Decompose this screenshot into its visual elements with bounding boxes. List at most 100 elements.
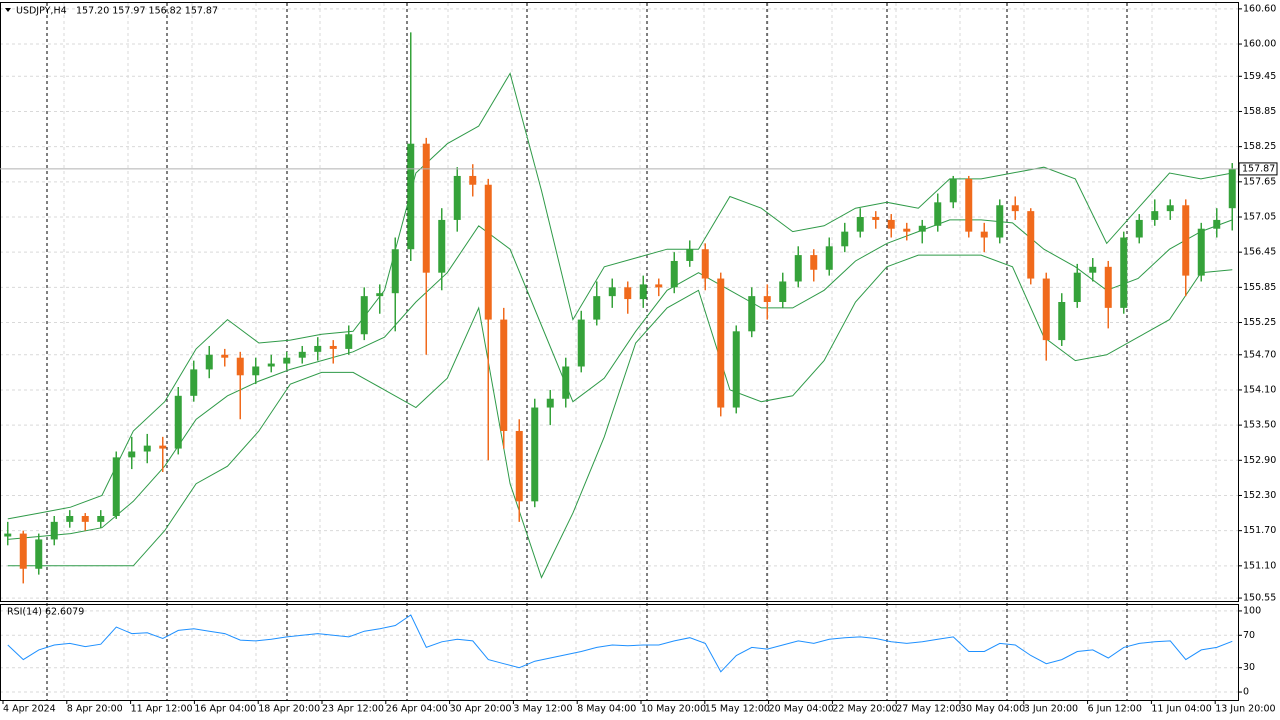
candle-body — [934, 202, 942, 226]
candle-body — [887, 219, 895, 229]
candle-body — [221, 354, 229, 358]
candle-body — [407, 143, 415, 250]
candle-body — [484, 184, 492, 320]
candle-body — [577, 319, 585, 367]
candle-body — [35, 539, 43, 569]
candle-body — [856, 216, 864, 232]
candle-body — [717, 278, 725, 408]
menu-arrow[interactable] — [5, 8, 11, 12]
candle-body — [128, 451, 136, 458]
candle-body — [1027, 211, 1035, 279]
candle-body — [500, 319, 508, 431]
candle-body — [1073, 272, 1081, 302]
rsi-title: RSI(14) 62.6079 — [7, 607, 84, 618]
x-tick-label: 26 Apr 04:00 — [386, 704, 448, 715]
candle-body — [794, 255, 802, 282]
candle-body — [283, 357, 291, 364]
y-tick-label: 151.10 — [1243, 560, 1276, 571]
x-tick-label: 15 May 12:00 — [705, 704, 770, 715]
x-tick-label: 4 Apr 2024 — [3, 704, 56, 715]
candle-body — [562, 366, 570, 399]
x-tick-label: 27 May 12:00 — [896, 704, 961, 715]
candle-body — [515, 430, 523, 502]
candle-body — [314, 345, 322, 352]
candle-body — [267, 363, 275, 367]
last-price-box — [1238, 162, 1278, 176]
x-tick-label: 16 Apr 04:00 — [194, 704, 256, 715]
x-tick-label: 11 Apr 12:00 — [131, 704, 193, 715]
candle-body — [159, 445, 167, 449]
x-tick-label: 10 May 20:00 — [641, 704, 706, 715]
candle-body — [81, 515, 89, 522]
candle-body — [50, 521, 58, 540]
y-tick-label: 100 — [1243, 605, 1261, 616]
candle-body — [1089, 266, 1097, 273]
candle-body — [252, 366, 260, 376]
x-tick-label: 22 May 20:00 — [832, 704, 897, 715]
x-tick-label: 3 Jun 20:00 — [1024, 704, 1078, 715]
candle-body — [376, 293, 384, 297]
candle-body — [422, 143, 430, 273]
candle-body — [996, 205, 1004, 238]
candle-body — [965, 178, 973, 232]
y-tick-label: 154.70 — [1243, 349, 1276, 360]
candle-body — [686, 249, 694, 261]
candle-body — [841, 231, 849, 247]
candle-body — [810, 255, 818, 270]
candle-body — [701, 249, 709, 279]
x-tick-label: 3 May 12:00 — [513, 704, 572, 715]
candle-body — [190, 369, 198, 396]
rsi-line — [7, 614, 1233, 673]
candle-body — [1182, 205, 1190, 276]
candle-body — [1135, 219, 1143, 238]
bollinger-band — [7, 254, 1233, 579]
y-tick-label: 160.60 — [1243, 3, 1276, 14]
y-tick-label: 157.05 — [1243, 211, 1276, 222]
candle-body — [1213, 219, 1221, 229]
y-tick-label: 150.55 — [1243, 593, 1276, 604]
rsi-panel — [0, 604, 1239, 701]
last-price-label: 157.87 — [1242, 163, 1275, 174]
y-tick-label: 155.85 — [1243, 282, 1276, 293]
y-tick-label: 70 — [1243, 630, 1255, 641]
candle-body — [1104, 266, 1112, 308]
candle-body — [360, 296, 368, 335]
candle-body — [391, 249, 399, 294]
candle-body — [531, 407, 539, 502]
candle-body — [639, 284, 647, 300]
x-tick-label: 30 May 04:00 — [960, 704, 1025, 715]
y-tick-label: 160.00 — [1243, 39, 1276, 50]
candle-body — [19, 533, 27, 569]
candle-body — [66, 515, 74, 522]
x-tick-label: 13 Jun 20:00 — [1215, 704, 1275, 715]
x-tick-label: 20 May 04:00 — [769, 704, 834, 715]
candle-body — [918, 225, 926, 232]
y-tick-label: 158.25 — [1243, 141, 1276, 152]
symbol: USDJPY,H4 — [16, 6, 67, 17]
ohlc-summary: 157.20 157.97 156.82 157.87 — [76, 6, 218, 17]
candle-body — [655, 284, 663, 288]
candle-body — [872, 216, 880, 220]
x-tick-label: 18 Apr 20:00 — [258, 704, 320, 715]
candle-body — [205, 354, 213, 370]
candle-body — [1042, 278, 1050, 341]
price-panel — [0, 2, 1239, 602]
candle-body — [1166, 205, 1174, 212]
candle-body — [1228, 168, 1236, 209]
candle-body — [174, 395, 182, 449]
candle-body — [143, 445, 151, 452]
candle-body — [825, 246, 833, 270]
candle-body — [949, 178, 957, 203]
candle-body — [236, 357, 244, 376]
candle-body — [97, 515, 105, 522]
y-tick-label: 158.85 — [1243, 106, 1276, 117]
candle-body — [1011, 205, 1019, 212]
candle-body — [608, 287, 616, 297]
y-tick-label: 151.70 — [1243, 525, 1276, 536]
candle-body — [624, 287, 632, 300]
candle-body — [779, 281, 787, 302]
x-tick-label: 11 Jun 04:00 — [1151, 704, 1211, 715]
candle-body — [329, 345, 337, 349]
x-tick-label: 6 Jun 12:00 — [1088, 704, 1142, 715]
